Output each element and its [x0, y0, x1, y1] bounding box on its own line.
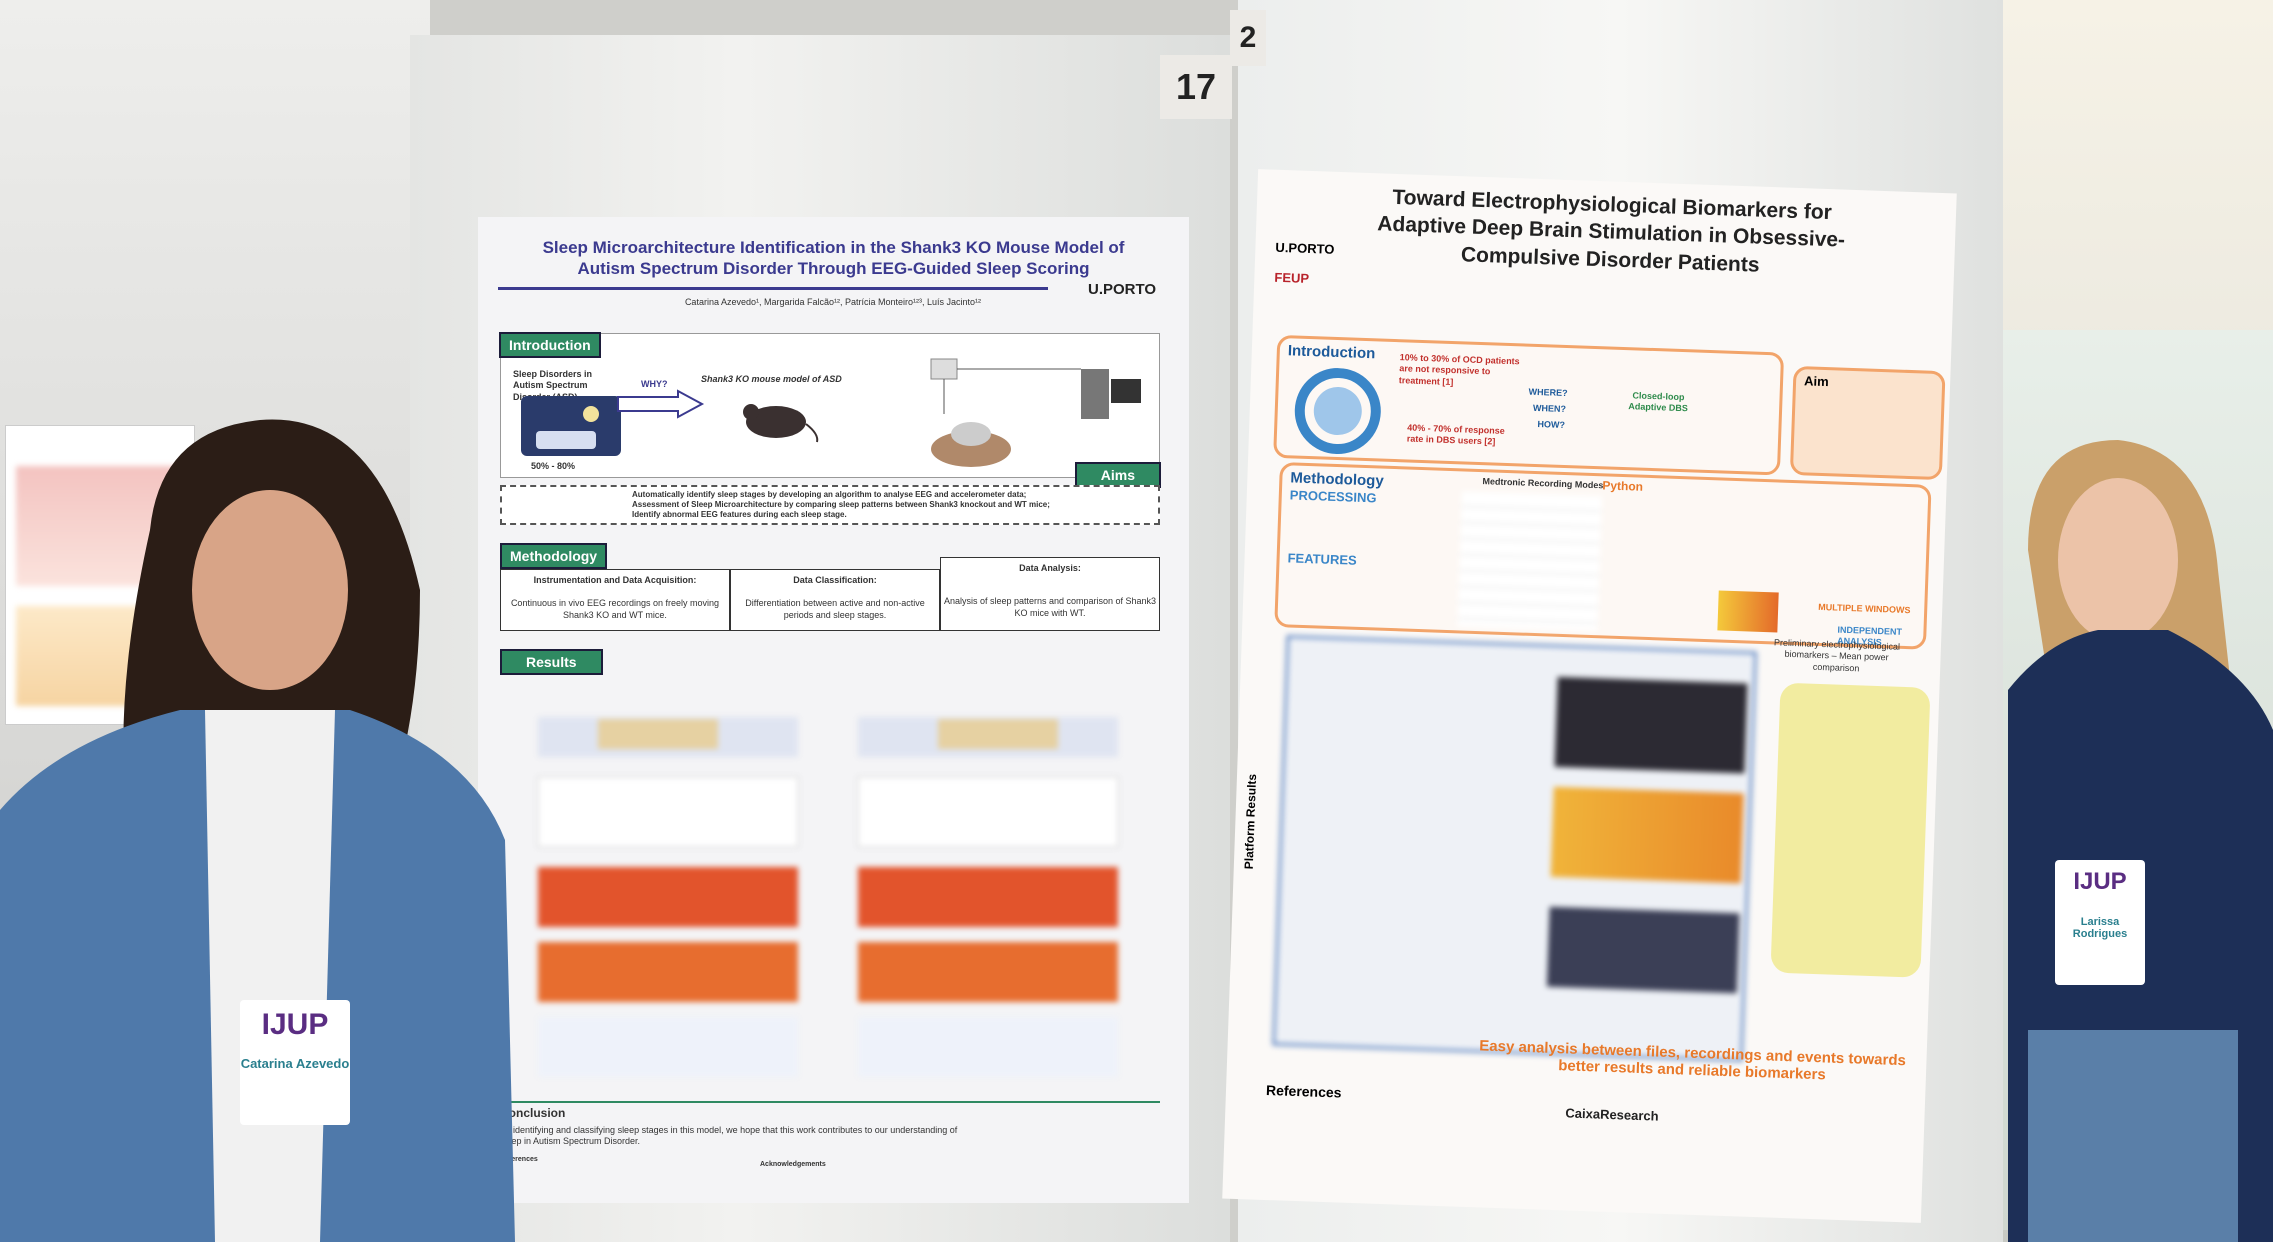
biomarkers-caption: Preliminary electrophysiological biomark… — [1773, 637, 1901, 673]
person — [2008, 440, 2273, 1242]
references-heading: References — [500, 1155, 538, 1163]
screenshot-panel — [1550, 786, 1744, 884]
board-number: 17 — [1160, 55, 1232, 119]
section-heading: References — [1265, 1081, 1342, 1101]
methodology-label: Python — [1602, 478, 1644, 494]
board-number: 2 — [1230, 10, 1266, 66]
intro-question: WHEN? — [1532, 402, 1567, 415]
poster-title: Sleep Microarchitecture Identification i… — [542, 238, 1125, 279]
conclusion-box: Conclusion By identifying and classifyin… — [500, 1101, 1160, 1191]
section-heading: Methodology — [1290, 469, 1384, 490]
methodology-label: FEATURES — [1287, 550, 1357, 568]
screenshot-panel — [1554, 676, 1748, 774]
aims-box: Automatically identify sleep stages by d… — [500, 485, 1160, 525]
intro-stat: 10% to 30% of OCD patients are not respo… — [1398, 352, 1520, 387]
section-heading: Aim — [1803, 373, 1829, 390]
intro-stat: 40% - 70% of response rate in DBS users … — [1406, 422, 1505, 447]
arrow — [617, 389, 705, 419]
section-heading: Introduction — [499, 332, 601, 358]
poster: Toward Electrophysiological Biomarkers f… — [1222, 169, 1957, 1223]
tagline: Easy analysis between files, recordings … — [1479, 1037, 1907, 1084]
aim-item: Automatically identify sleep stages by d… — [632, 490, 1027, 499]
section-heading: Conclusion — [500, 1106, 566, 1120]
intro-model: Shank3 KO mouse model of ASD — [701, 374, 842, 384]
intro-dbs: Closed-loop Adaptive DBS — [1628, 390, 1689, 414]
methodology-label: PROCESSING — [1289, 487, 1377, 506]
aim-item: Identify abnormal EEG features during ea… — [632, 510, 847, 519]
intro-question: HOW? — [1537, 419, 1566, 430]
name-badge: IJUP Catarina Azevedo — [240, 1000, 350, 1125]
biomarkers-box — [1770, 682, 1931, 978]
intro-prevalence: 50% - 80% — [531, 461, 576, 471]
method-step-title: Data Analysis: — [1019, 563, 1081, 573]
badge-event: IJUP — [261, 1008, 329, 1041]
platform-screenshot — [1272, 635, 1757, 1062]
method-step-title: Data Classification: — [793, 575, 877, 585]
ocd-diagram — [1294, 368, 1381, 455]
section-heading: Aims — [1074, 462, 1161, 488]
methodology-label: MULTIPLE WINDOWS — [1818, 601, 1911, 616]
methodology-box: Methodology PROCESSING FEATURES Medtroni… — [1274, 462, 1932, 650]
poster-title: Toward Electrophysiological Biomarkers f… — [1376, 185, 1846, 277]
modes-table — [1457, 491, 1602, 632]
section-heading: Platform Results — [1241, 773, 1260, 870]
section-heading: Methodology — [500, 543, 608, 569]
logo: CaixaResearch — [1565, 1105, 1659, 1124]
poster: Sleep Microarchitecture Identification i… — [478, 217, 1189, 1203]
method-step: Data Analysis: Analysis of sleep pattern… — [940, 557, 1160, 631]
aim-box: Aim — [1789, 365, 1946, 481]
badge-name: Catarina Azevedo — [240, 1056, 350, 1071]
name-badge: IJUP Larissa Rodrigues — [2055, 860, 2145, 985]
method-step-text: Continuous in vivo EEG recordings on fre… — [510, 598, 720, 620]
intro-illustration — [521, 396, 621, 456]
acknowledgements-heading: Acknowledgements — [760, 1161, 826, 1168]
screenshot-panel — [1546, 906, 1740, 994]
intro-question: WHY? — [641, 379, 668, 389]
introduction-box: Sleep Disorders in Autism Spectrum Disor… — [499, 332, 1161, 488]
method-step-text: Analysis of sleep patterns and compariso… — [943, 596, 1157, 618]
logo: FEUP — [1274, 269, 1310, 286]
introduction-box: Introduction 10% to 30% of OCD patients … — [1273, 334, 1785, 476]
conclusion-text: By identifying and classifying sleep sta… — [500, 1125, 958, 1147]
mouse-illustration — [743, 404, 819, 443]
spectrogram — [1717, 590, 1779, 633]
results-figures — [537, 717, 1119, 1077]
aim-item: Assessment of Sleep Microarchitecture by… — [632, 500, 1050, 509]
logo: U.PORTO — [1275, 239, 1335, 257]
title-rule — [498, 287, 1048, 290]
method-step: Instrumentation and Data Acquisition: Co… — [500, 569, 730, 631]
methodology-label: Medtronic Recording Modes — [1482, 476, 1604, 491]
badge-name: Larissa Rodrigues — [2072, 916, 2128, 940]
logo: U.PORTO — [1088, 281, 1157, 298]
setup-illustration — [930, 358, 1141, 467]
section-heading: Results — [500, 649, 603, 675]
method-step: Data Classification: Differentiation bet… — [730, 569, 940, 631]
method-step-title: Instrumentation and Data Acquisition: — [533, 575, 697, 585]
badge-event: IJUP — [2073, 868, 2127, 895]
intro-question: WHERE? — [1528, 386, 1568, 399]
section-heading: Introduction — [1287, 342, 1376, 363]
method-step-text: Differentiation between active and non-a… — [745, 598, 925, 620]
authors: Catarina Azevedo¹, Margarida Falcão¹², P… — [684, 297, 982, 307]
